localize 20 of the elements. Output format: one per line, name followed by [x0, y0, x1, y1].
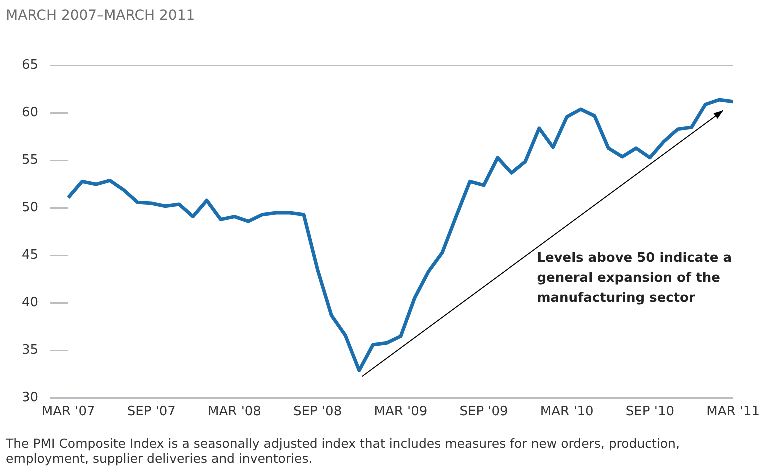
y-tick-label: 55: [22, 153, 39, 168]
x-tick-label: MAR '10: [540, 404, 594, 420]
x-tick-label: SEP '08: [294, 404, 342, 420]
x-tick-label: MAR '07: [42, 404, 96, 420]
y-tick-label: 60: [22, 106, 39, 121]
x-tick-label: MAR '11: [706, 404, 760, 420]
x-tick-label: SEP '09: [460, 404, 508, 420]
annotation: Levels above 50 indicate a general expansion of the manufacturing sector: [537, 250, 732, 306]
chart-title: MARCH 2007–MARCH 2011: [6, 8, 196, 24]
x-tick-label: SEP '07: [127, 404, 176, 420]
y-tick-label: 45: [22, 248, 39, 264]
y-tick-label: 35: [22, 343, 39, 358]
y-tick-label: 30: [22, 390, 39, 406]
y-tick-label: 40: [22, 296, 39, 311]
text: The PMI Composite Index is a seasonally adjusted index that includes measures for new orders, production, employment, supplier deliveries and inventories.: [6, 436, 681, 466]
x-tick-label: SEP '10: [626, 404, 674, 420]
x-tick-label: MAR '09: [374, 404, 428, 420]
y-tick-label: 65: [22, 58, 39, 74]
y-tick-label: 50: [22, 200, 39, 216]
x-tick-label: MAR '08: [208, 404, 262, 420]
